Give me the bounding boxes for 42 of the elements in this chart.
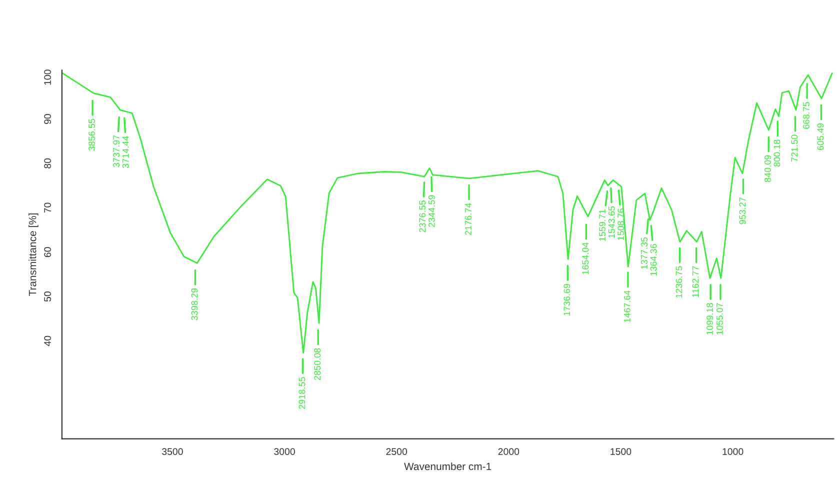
x-tick-label: 2500 xyxy=(386,448,408,456)
y-tick-label: 50 xyxy=(44,291,51,302)
annotation: 800.18 xyxy=(774,140,780,167)
x-tick-label: 1000 xyxy=(722,448,744,456)
annotation: 1736.69 xyxy=(564,284,570,316)
annotation: 2176.74 xyxy=(465,203,472,235)
annotation: 1377.35 xyxy=(641,237,648,269)
annotation: 2376.55 xyxy=(419,200,426,232)
annotation: 1055.07 xyxy=(716,303,723,335)
annotation: 2850.08 xyxy=(314,348,321,380)
y-tick-label: 40 xyxy=(44,336,51,346)
x-axis-title: Wavenumber cm-1 xyxy=(404,462,492,470)
annotation: 3714.44 xyxy=(122,136,129,168)
annotation: 840.09 xyxy=(764,155,771,182)
annotation: 1099.18 xyxy=(706,303,713,335)
annotation: 953.27 xyxy=(739,197,746,224)
annotation: 3856.55 xyxy=(88,118,95,151)
annotation: 1543.65 xyxy=(608,206,615,238)
annotation: 3398.29 xyxy=(191,288,198,320)
annotation: 1559.71 xyxy=(599,209,606,241)
annotation: 605.49 xyxy=(817,123,824,150)
y-tick-label: 70 xyxy=(44,202,51,213)
x-tick-label: 1500 xyxy=(610,448,632,456)
y-tick-label: 90 xyxy=(44,114,51,124)
annotation: 1508.76 xyxy=(618,208,624,240)
annotation: 721.50 xyxy=(791,134,798,162)
annotation: 2918.55 xyxy=(298,377,306,409)
annotation: 1467.64 xyxy=(624,290,630,322)
annotation: 2344.59 xyxy=(428,195,435,227)
x-tick-label: 2000 xyxy=(498,448,520,456)
x-tick-label: 3500 xyxy=(162,448,183,456)
y-tick-label: 100 xyxy=(44,70,51,85)
annotation: 1162.77 xyxy=(692,266,699,298)
y-axis-title: Transmittance [%] xyxy=(28,213,38,296)
annotation: 3737.97 xyxy=(113,135,120,168)
x-tick-label: 3000 xyxy=(274,448,295,456)
annotation: 1654.04 xyxy=(582,242,589,274)
y-tick-label: 60 xyxy=(44,247,51,258)
y-tick-label: 80 xyxy=(44,158,51,168)
annotation: 1364.36 xyxy=(650,244,657,276)
annotation: 668.75 xyxy=(803,102,810,129)
annotation: 1236.75 xyxy=(676,266,682,298)
